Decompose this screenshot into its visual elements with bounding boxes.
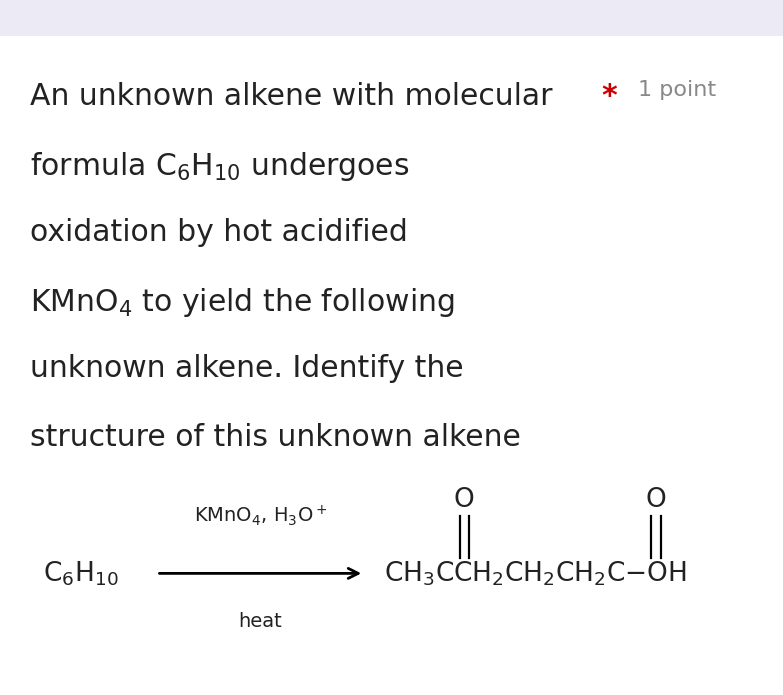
FancyBboxPatch shape [0, 0, 783, 36]
Text: formula $\mathrm{C_6H_{10}}$ undergoes: formula $\mathrm{C_6H_{10}}$ undergoes [30, 150, 410, 183]
Text: structure of this unknown alkene: structure of this unknown alkene [30, 423, 521, 452]
Text: heat: heat [239, 612, 282, 630]
Text: unknown alkene. Identify the: unknown alkene. Identify the [30, 354, 464, 384]
Text: $\mathrm{C_6H_{10}}$: $\mathrm{C_6H_{10}}$ [43, 559, 118, 588]
Text: O: O [454, 487, 474, 513]
Text: 1 point: 1 point [638, 80, 716, 100]
Text: $\mathrm{KMnO_4}$ to yield the following: $\mathrm{KMnO_4}$ to yield the following [30, 286, 454, 319]
Text: $\mathrm{CH_3CCH_2CH_2CH_2C{-}OH}$: $\mathrm{CH_3CCH_2CH_2CH_2C{-}OH}$ [384, 559, 687, 588]
Text: An unknown alkene with molecular: An unknown alkene with molecular [30, 82, 552, 111]
Text: oxidation by hot acidified: oxidation by hot acidified [30, 218, 408, 247]
Text: O: O [646, 487, 666, 513]
Text: *: * [601, 82, 617, 111]
Text: $\mathrm{KMnO_4}$, $\mathrm{H_3O^+}$: $\mathrm{KMnO_4}$, $\mathrm{H_3O^+}$ [193, 504, 327, 528]
